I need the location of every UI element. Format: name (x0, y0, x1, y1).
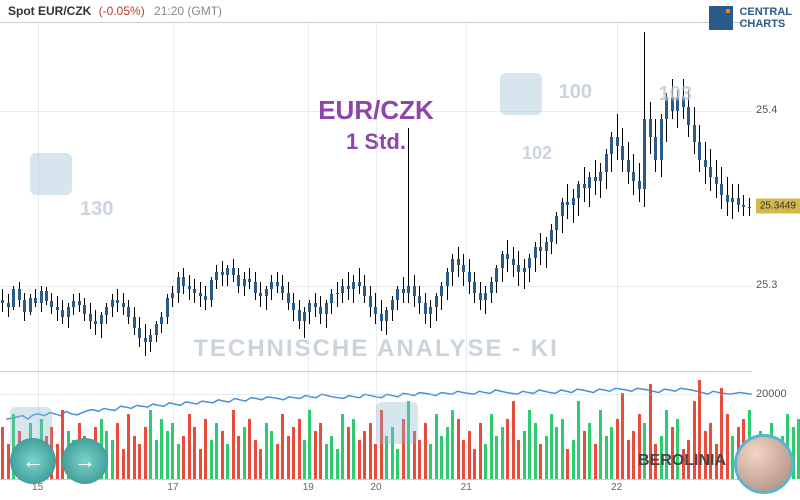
watermark-number: 130 (80, 198, 113, 221)
instrument-name: Spot EUR/CZK (8, 4, 91, 18)
xtick-label: 22 (611, 482, 622, 493)
watermark-number: 103 (659, 83, 692, 106)
timestamp: 21:20 (GMT) (154, 4, 222, 18)
watermark-icon (500, 73, 542, 115)
xtick-label: 20 (370, 482, 381, 493)
logo-icon (709, 6, 733, 30)
watermark-number: 102 (522, 143, 552, 164)
price-axis: 25.3 25.4 25.3449 (752, 22, 800, 372)
assistant-avatar[interactable] (734, 434, 794, 494)
arrow-left-icon: ← (22, 448, 44, 474)
ytick-label: 25.3 (756, 279, 777, 291)
watermark-text: TECHNISCHE ANALYSE - KI (193, 335, 559, 363)
brand-logo[interactable]: CENTRAL CHARTS (709, 6, 792, 30)
watermark-icon (30, 153, 72, 195)
xtick-label: 17 (167, 482, 178, 493)
ytick-label: 25.4 (756, 104, 777, 116)
chart-header: Spot EUR/CZK (-0.05%) 21:20 (GMT) (8, 4, 222, 18)
nav-prev-button[interactable]: ← (10, 438, 56, 484)
logo-text: CENTRAL CHARTS (739, 6, 792, 30)
arrow-right-icon: → (74, 448, 96, 474)
volume-tick-label: 20000 (756, 388, 787, 400)
xtick-label: 19 (303, 482, 314, 493)
change-percent: (-0.05%) (99, 4, 145, 18)
price-chart[interactable]: EUR/CZK 1 Std. 130 100 102 103 TECHNISCH… (0, 22, 752, 372)
watermark-icon (376, 402, 418, 444)
current-price-badge: 25.3449 (756, 198, 800, 213)
pair-title: EUR/CZK (318, 95, 434, 126)
nav-next-button[interactable]: → (62, 438, 108, 484)
provider-brand: BEROLINIA (638, 452, 726, 470)
logo-line1: CENTRAL (739, 6, 792, 18)
watermark-number: 100 (559, 81, 592, 104)
logo-line2: CHARTS (739, 18, 792, 30)
xtick-label: 21 (461, 482, 472, 493)
time-axis: 151719202122 (0, 480, 752, 500)
